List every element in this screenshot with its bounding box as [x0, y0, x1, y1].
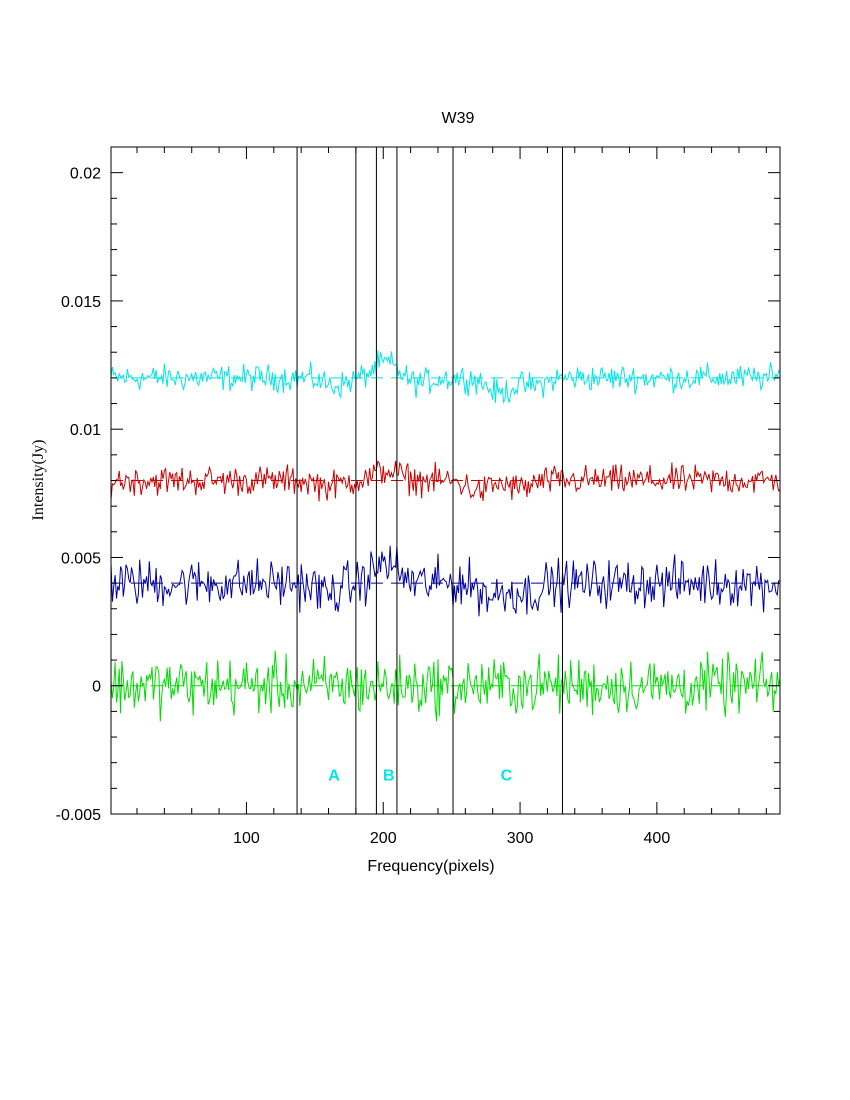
chart-title: W39 — [442, 110, 475, 127]
y-tick-label: 0.02 — [70, 166, 101, 183]
ticks-layer: 100 200 300 400 -0.005 0 0.005 0.01 0.015 0.02 — [56, 146, 780, 847]
y-tick-label: 0.005 — [61, 550, 101, 567]
x-tick-label: 300 — [507, 830, 534, 847]
series-line — [110, 650, 781, 722]
x-axis-title: Frequency(pixels) — [367, 858, 494, 875]
x-tick-label: 400 — [644, 830, 671, 847]
x-tick-label: 200 — [370, 830, 397, 847]
y-tick-label: 0.01 — [70, 422, 101, 439]
series-line — [110, 350, 781, 405]
vertical-lines-layer — [296, 147, 563, 814]
plot-frame — [110, 146, 781, 815]
series-layer — [110, 350, 781, 722]
series-line — [110, 460, 781, 502]
region-label: C — [501, 768, 513, 785]
x-tick-label: 100 — [233, 830, 260, 847]
region-label: B — [383, 768, 395, 785]
y-axis-title: Intensity(Jy) — [30, 440, 47, 521]
y-tick-label: 0.015 — [61, 294, 101, 311]
region-label: A — [328, 768, 340, 785]
y-tick-label: 0 — [92, 679, 101, 696]
series-line — [110, 545, 781, 617]
y-tick-label: -0.005 — [56, 807, 101, 824]
region-labels-layer: A B C — [328, 768, 512, 785]
